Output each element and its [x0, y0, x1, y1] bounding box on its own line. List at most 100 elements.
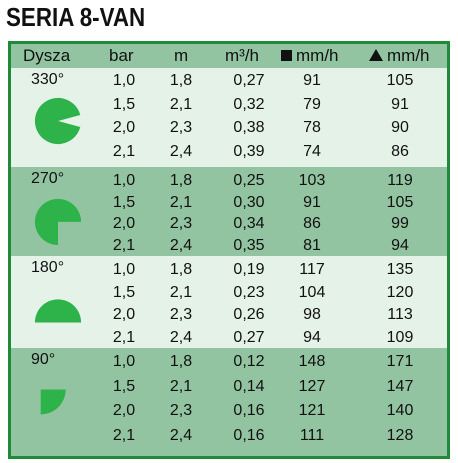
radius-cell: 1,8	[169, 72, 193, 89]
nozzle-group: 270° 1,0 1,8 0,25 103 119 1,5 2,1 0,30 91 105 2,0 2,…	[11, 167, 447, 256]
pressure-cell: 2,1	[112, 236, 136, 254]
triangle-rate-cell: 119	[387, 172, 413, 189]
table-row: 1,5 2,1 0,30 91 105	[11, 194, 447, 216]
pressure-cell: 2,0	[112, 215, 136, 232]
radius-cell: 2,3	[169, 119, 193, 136]
triangle-rate-cell: 140	[386, 402, 414, 419]
triangle-rate-cell: 147	[386, 377, 414, 395]
square-rate-cell: 74	[303, 142, 321, 160]
radius-cell: 2,4	[169, 142, 193, 160]
flow-cell: 0,19	[233, 261, 265, 278]
radius-cell: 1,8	[169, 261, 193, 278]
square-icon	[281, 50, 292, 61]
triangle-rate-cell: 99	[391, 215, 409, 232]
pressure-cell: 2,0	[112, 306, 136, 323]
square-rate-cell: 98	[303, 306, 321, 323]
spray-sector-shape	[34, 299, 82, 323]
table-row: 1,5 2,1 0,14 127 147	[11, 378, 447, 400]
triangle-rate-cell: 90	[391, 119, 409, 136]
radius-cell: 2,4	[169, 426, 193, 444]
header-square-label: mm/h	[296, 46, 339, 65]
triangle-rate-cell: 91	[391, 95, 409, 113]
header-m: m	[174, 46, 189, 65]
spray-pattern-icon	[34, 299, 82, 323]
radius-cell: 1,8	[169, 353, 193, 370]
triangle-rate-cell: 171	[386, 353, 414, 370]
radius-cell: 1,8	[169, 172, 193, 189]
header-square-rate: mm/h	[281, 46, 339, 66]
nozzle-angle-label: 330°	[31, 71, 65, 88]
square-rate-cell: 111	[299, 426, 325, 444]
table-row: 2,0 2,3 0,16 121 140	[11, 402, 447, 424]
nozzle-table: Dysza bar m m³/h mm/h mm/h 330° 1,0 1,8 0,2…	[8, 41, 450, 459]
radius-cell: 2,4	[169, 236, 193, 254]
header-triangle-rate: mm/h	[369, 46, 430, 66]
square-rate-cell: 104	[298, 283, 326, 301]
pressure-cell: 1,5	[112, 377, 136, 395]
pressure-cell: 2,1	[112, 142, 136, 160]
pressure-cell: 2,1	[112, 426, 136, 444]
square-rate-cell: 79	[303, 95, 321, 113]
triangle-rate-cell: 109	[386, 328, 414, 346]
table-row: 2,1 2,4 0,27 94 109	[11, 329, 447, 351]
table-row: 1,5 2,1 0,23 104 120	[11, 284, 447, 306]
nozzle-angle-label: 180°	[31, 259, 65, 276]
radius-cell: 2,3	[169, 402, 193, 419]
triangle-rate-cell: 135	[386, 261, 414, 278]
header-bar: bar	[109, 46, 134, 65]
flow-cell: 0,27	[233, 328, 265, 346]
nozzle-group: 180° 1,0 1,8 0,19 117 135 1,5 2,1 0,23 104 120 2,0 2…	[11, 256, 447, 348]
nozzle-group: 90° 1,0 1,8 0,12 148 171 1,5 2,1 0,14 127 147 2,0 2,…	[11, 348, 447, 456]
flow-cell: 0,27	[233, 72, 265, 89]
radius-cell: 2,1	[169, 377, 193, 395]
table-row: 2,0 2,3 0,34 86 99	[11, 215, 447, 237]
flow-cell: 0,25	[233, 172, 265, 189]
table-row: 1,5 2,1 0,32 79 91	[11, 96, 447, 118]
square-rate-cell: 117	[299, 261, 325, 278]
flow-cell: 0,26	[233, 306, 265, 323]
flow-cell: 0,12	[233, 353, 265, 370]
table-row: 2,0 2,3 0,26 98 113	[11, 306, 447, 328]
radius-cell: 2,1	[169, 283, 193, 301]
table-row: 2,0 2,3 0,38 78 90	[11, 119, 447, 141]
square-rate-cell: 91	[303, 193, 321, 211]
radius-cell: 2,3	[169, 215, 193, 232]
radius-cell: 2,1	[169, 193, 193, 211]
table-row: 2,1 2,4 0,39 74 86	[11, 143, 447, 165]
square-rate-cell: 94	[303, 328, 321, 346]
nozzle-angle-label: 270°	[31, 170, 65, 187]
triangle-rate-cell: 105	[386, 72, 414, 89]
spray-pattern-icon	[34, 97, 81, 145]
nozzle-group: 330° 1,0 1,8 0,27 91 105 1,5 2,1 0,32 79 91 2,0 2,3 0…	[11, 68, 447, 167]
flow-cell: 0,23	[233, 283, 265, 301]
pressure-cell: 2,0	[112, 402, 136, 419]
pressure-cell: 1,0	[112, 172, 136, 189]
flow-cell: 0,38	[233, 119, 265, 136]
header-triangle-label: mm/h	[387, 46, 430, 65]
nozzle-angle-label: 90°	[31, 351, 56, 368]
square-rate-cell: 86	[303, 215, 321, 232]
pressure-cell: 1,0	[112, 72, 136, 89]
spray-pattern-icon	[34, 198, 82, 245]
pressure-cell: 1,5	[112, 95, 136, 113]
table-row: 2,1 2,4 0,35 81 94	[11, 237, 447, 259]
table-row: 1,0 1,8 0,27 91 105	[11, 72, 447, 94]
flow-cell: 0,30	[233, 193, 265, 211]
pressure-cell: 2,1	[112, 328, 136, 346]
triangle-rate-cell: 94	[391, 236, 409, 254]
pressure-cell: 1,0	[112, 353, 136, 370]
square-rate-cell: 78	[303, 119, 321, 136]
flow-cell: 0,34	[233, 215, 265, 232]
table-row: 1,0 1,8 0,12 148 171	[11, 353, 447, 375]
pressure-cell: 1,0	[112, 261, 136, 278]
triangle-rate-cell: 113	[387, 306, 413, 323]
square-rate-cell: 103	[298, 172, 326, 189]
flow-cell: 0,32	[233, 95, 265, 113]
spray-sector-shape	[40, 389, 66, 415]
square-rate-cell: 121	[298, 402, 326, 419]
pressure-cell: 1,5	[112, 283, 136, 301]
radius-cell: 2,4	[169, 328, 193, 346]
radius-cell: 2,3	[169, 306, 193, 323]
spray-sector-shape	[34, 198, 82, 245]
pressure-cell: 2,0	[112, 119, 136, 136]
